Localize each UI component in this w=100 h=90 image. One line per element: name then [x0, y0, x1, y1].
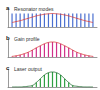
- svg-text:c: c: [6, 65, 10, 71]
- svg-text:a: a: [6, 5, 10, 11]
- svg-text:Gain profile: Gain profile: [14, 36, 40, 42]
- svg-text:Resonator modes: Resonator modes: [14, 6, 54, 12]
- svg-text:Laser output: Laser output: [14, 66, 42, 72]
- svg-text:b: b: [6, 35, 10, 41]
